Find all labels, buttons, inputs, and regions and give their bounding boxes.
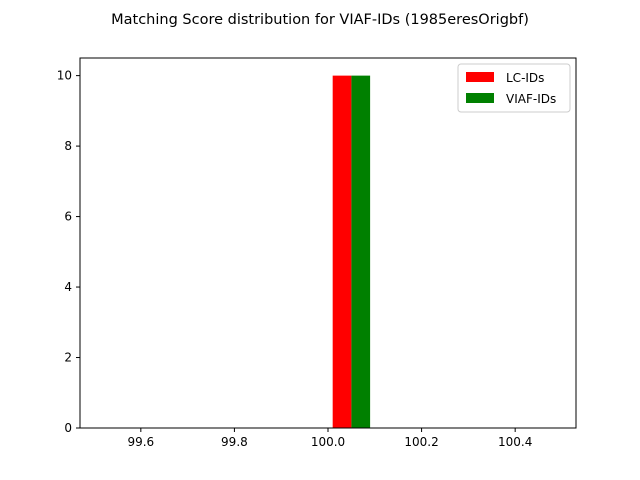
- legend-label: LC-IDs: [506, 71, 544, 85]
- plot-frame: [79, 57, 577, 429]
- chart-title: Matching Score distribution for VIAF-IDs…: [111, 12, 529, 28]
- bar-viaf-ids-0: [351, 75, 371, 428]
- x-tick-label: 100.4: [498, 435, 532, 449]
- y-tick-label: 8: [64, 139, 72, 153]
- x-axis: 99.6 99.8 100.0 100.2 100.4: [127, 428, 532, 449]
- x-tick-label: 99.6: [127, 435, 154, 449]
- legend: LC-IDs VIAF-IDs: [457, 63, 571, 113]
- y-tick-label: 2: [64, 351, 72, 365]
- y-axis: 0 2 4 6 8 10: [57, 69, 80, 435]
- x-tick-label: 100.0: [311, 435, 345, 449]
- y-tick-label: 10: [57, 69, 72, 83]
- legend-swatch: [466, 93, 494, 103]
- x-tick-label: 99.8: [221, 435, 248, 449]
- bar-lc-ids-0: [332, 75, 352, 428]
- legend-swatch: [466, 72, 494, 82]
- y-tick-label: 6: [64, 210, 72, 224]
- bars-group: [332, 75, 371, 428]
- legend-label: VIAF-IDs: [506, 92, 556, 106]
- y-tick-label: 0: [64, 421, 72, 435]
- y-tick-label: 4: [64, 280, 72, 294]
- x-tick-label: 100.2: [404, 435, 438, 449]
